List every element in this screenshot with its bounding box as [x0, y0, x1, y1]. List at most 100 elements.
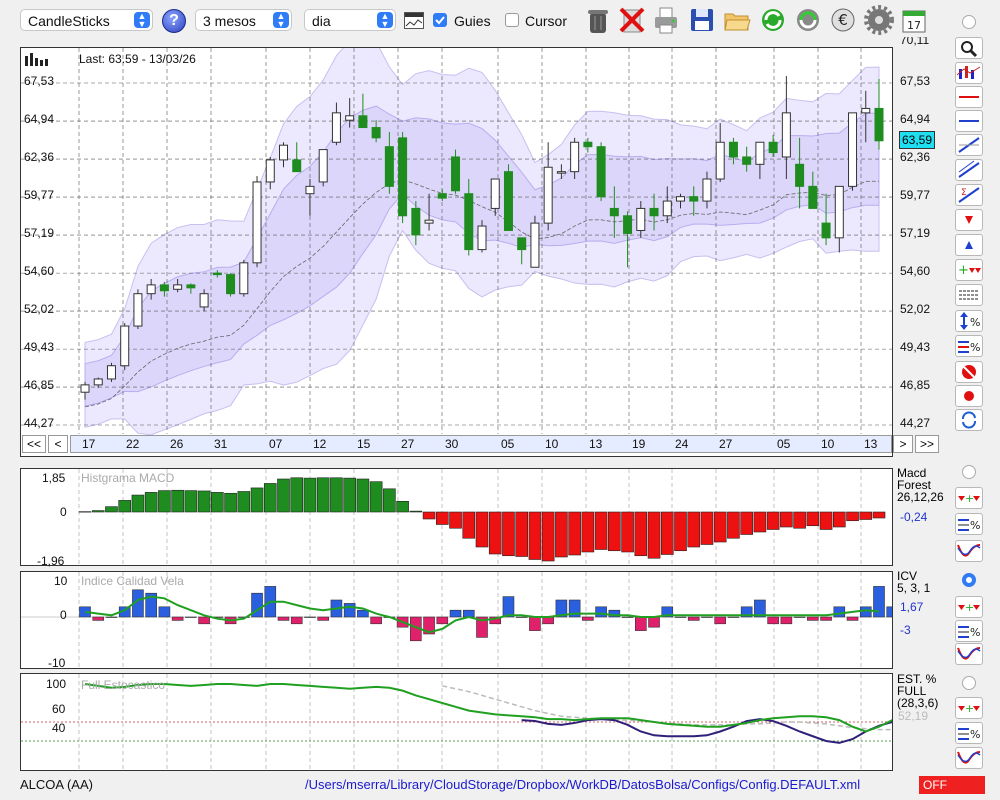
swap-icon[interactable]: [955, 409, 983, 431]
icv-y-tick: 0: [60, 608, 67, 622]
stoch-k-line: [84, 683, 892, 733]
channel-icon[interactable]: [955, 159, 983, 181]
cursor-checkbox[interactable]: [505, 13, 519, 27]
nav-next-button[interactable]: >: [893, 435, 913, 453]
macd-lines-percent-icon[interactable]: %: [955, 513, 983, 535]
candle: [861, 107, 871, 114]
macd-bar: [528, 511, 542, 560]
bars-icon[interactable]: [24, 52, 48, 66]
candle: [676, 196, 685, 202]
macd-bar: [475, 511, 489, 548]
save-icon[interactable]: [687, 5, 717, 35]
icv-bar: [859, 606, 872, 618]
icv-chart[interactable]: [21, 572, 892, 668]
x-tick-label: 13: [589, 437, 603, 451]
icv-bar: [595, 606, 607, 618]
icv-arrows-icon[interactable]: +: [955, 596, 983, 618]
candle: [186, 284, 196, 289]
icv-bar: [873, 586, 885, 618]
macd-bar: [435, 511, 449, 525]
icv-bar: [171, 616, 184, 621]
macd-bar: [250, 487, 264, 513]
record-icon[interactable]: [955, 385, 983, 407]
macd-bar: [647, 511, 661, 559]
icv-bar: [158, 606, 171, 618]
y-tick-label-right: 64,94: [900, 112, 931, 127]
macd-bar: [290, 477, 304, 513]
arrow-down-icon[interactable]: [955, 209, 983, 231]
chart-type-select[interactable]: CandleSticks ▲ ▼: [20, 9, 153, 31]
macd-bar: [144, 492, 158, 513]
period-select[interactable]: 3 mesos ▲ ▼: [195, 9, 292, 31]
icv-bar: [145, 592, 157, 618]
stoch-lines-percent-icon[interactable]: %: [955, 722, 983, 744]
calendar-icon[interactable]: 17: [899, 5, 929, 35]
macd-bar: [158, 490, 171, 513]
macd-bar: [780, 511, 793, 528]
arrow-up-icon[interactable]: [955, 234, 983, 256]
date-scrollbar[interactable]: [70, 435, 892, 453]
horizontal-line-red-icon[interactable]: [955, 86, 983, 108]
macd-bar: [660, 511, 674, 555]
nav-last-button[interactable]: >>: [915, 435, 939, 453]
macd-arrows-icon[interactable]: +: [955, 487, 983, 509]
candle: [318, 149, 328, 183]
grid-lines-icon[interactable]: [955, 284, 983, 306]
icv-bar: [780, 616, 793, 625]
stoch-arrows-icon[interactable]: +: [955, 697, 983, 719]
interval-select[interactable]: dia ▲ ▼: [304, 9, 396, 31]
stoch-panel-radio[interactable]: [962, 676, 976, 690]
macd-histogram-chart[interactable]: [21, 469, 892, 565]
icv-name: ICV: [897, 569, 918, 583]
candle: [623, 215, 633, 234]
delete-icon[interactable]: [617, 5, 647, 35]
trash-icon[interactable]: [583, 5, 613, 35]
macd-bar: [184, 490, 198, 513]
svg-text:17: 17: [907, 19, 921, 32]
open-folder-icon[interactable]: [722, 5, 752, 35]
icv-panel-radio[interactable]: [962, 573, 976, 587]
nav-prev-button[interactable]: <: [48, 435, 68, 453]
icv-legend: ICV 5, 3, 1: [897, 570, 930, 594]
icv-bar: [515, 616, 528, 618]
refresh-icon[interactable]: [758, 5, 788, 35]
candle-overlay-icon[interactable]: [955, 62, 983, 84]
main-panel-radio[interactable]: [962, 15, 976, 29]
candle: [265, 159, 275, 183]
candle: [808, 185, 818, 209]
guides-checkbox[interactable]: [433, 13, 447, 27]
stop-icon[interactable]: [955, 361, 983, 383]
candle: [398, 137, 408, 217]
macd-bar: [846, 511, 859, 522]
stochastic-chart[interactable]: [21, 674, 892, 770]
icv-params: 5, 3, 1: [897, 581, 931, 595]
lines-percent-icon[interactable]: %: [955, 335, 983, 357]
icv-bar: [754, 599, 766, 618]
gear-icon[interactable]: [864, 5, 894, 35]
chart-window-icon[interactable]: [404, 12, 424, 29]
scale-percent-icon[interactable]: %: [955, 310, 983, 332]
stoch-wave-icon[interactable]: [955, 747, 983, 769]
icv-wave-icon[interactable]: [955, 643, 983, 665]
candlestick-chart[interactable]: [21, 48, 892, 456]
candle: [570, 141, 580, 173]
fibonacci-icon[interactable]: Σ: [955, 184, 983, 206]
nav-first-button[interactable]: <<: [22, 435, 46, 453]
icv-lines-percent-icon[interactable]: %: [955, 620, 983, 642]
macd-panel-radio[interactable]: [962, 465, 976, 479]
print-icon[interactable]: [651, 5, 681, 35]
candle: [834, 185, 844, 239]
macd-wave-icon[interactable]: [955, 540, 983, 562]
horizontal-line-blue-icon[interactable]: [955, 110, 983, 132]
candle: [331, 112, 341, 143]
zoom-icon[interactable]: [955, 37, 983, 59]
config-path-link[interactable]: /Users/mserra/Library/CloudStorage/Dropb…: [305, 777, 861, 792]
status-badge[interactable]: OFF: [919, 776, 985, 794]
help-icon[interactable]: ?: [162, 9, 186, 33]
currency-icon[interactable]: €: [828, 5, 858, 35]
trendline-icon[interactable]: [955, 134, 983, 156]
sync-icon[interactable]: [793, 5, 823, 35]
add-remove-arrows-icon[interactable]: +: [955, 259, 983, 281]
candle: [93, 378, 103, 386]
y-tick-label: 54,60: [24, 264, 55, 279]
